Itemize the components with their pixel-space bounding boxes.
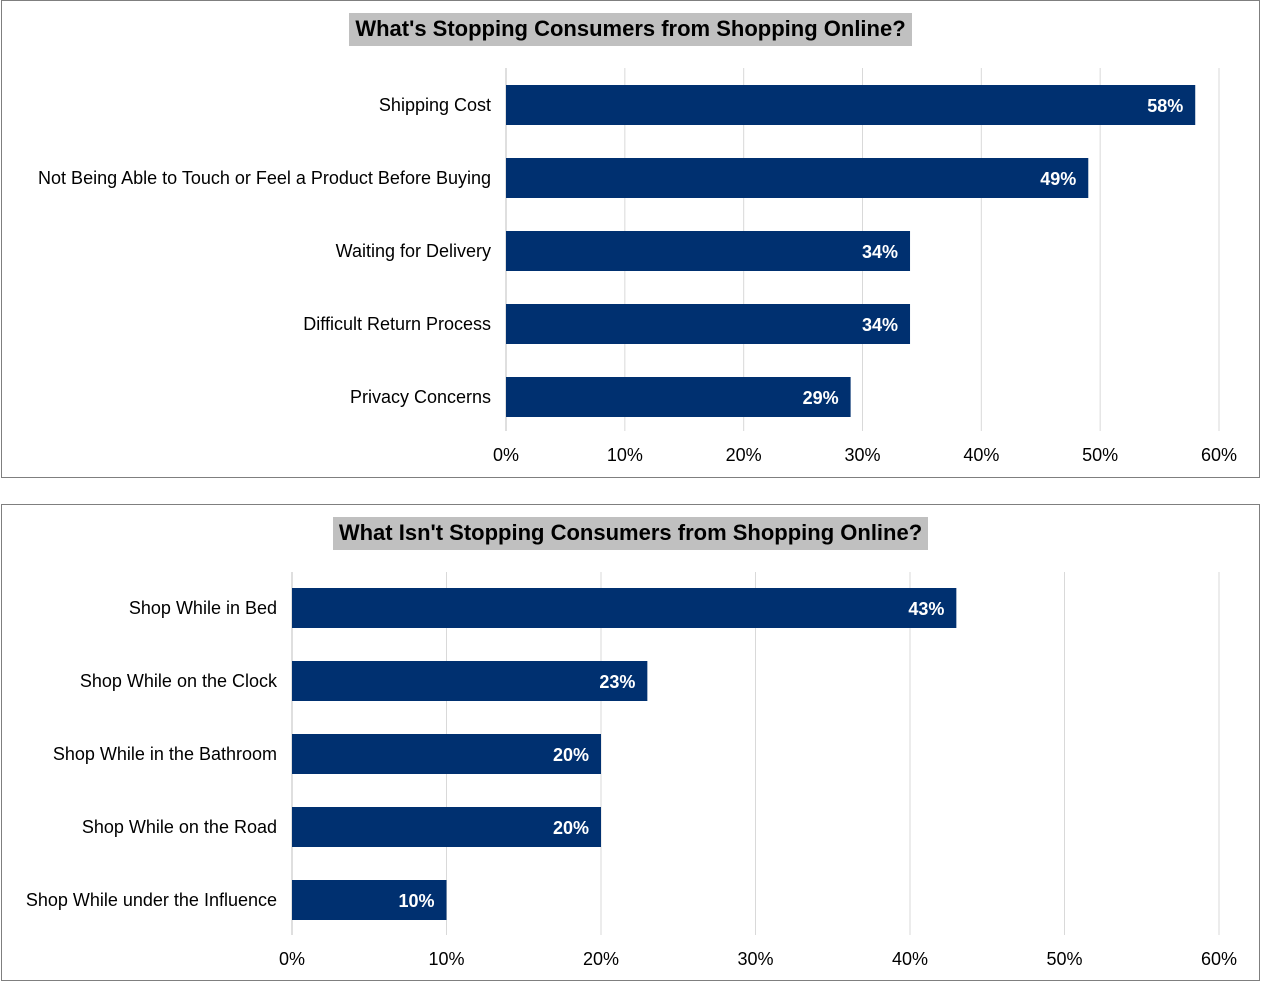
data-label: 49% [1040, 169, 1076, 189]
x-tick-label: 50% [1046, 949, 1082, 969]
bar [506, 377, 851, 417]
x-tick-label: 40% [963, 445, 999, 465]
x-tick-label: 60% [1201, 445, 1237, 465]
bar-chart-stopping: 0% 10% 20% 30% 40% 50% 60% Shipping Cost 58% Not … [38, 68, 1237, 465]
bar-chart-not-stopping: 0% 10% 20% 30% 40% 50% 60% Shop While in Bed 43%… [26, 572, 1237, 969]
category-label: Privacy Concerns [350, 387, 491, 407]
category-label: Waiting for Delivery [336, 241, 491, 261]
chart-panel-stopping: What's Stopping Consumers from Shopping … [1, 0, 1260, 478]
data-label: 23% [599, 672, 635, 692]
x-tick-label: 20% [726, 445, 762, 465]
bar [292, 880, 447, 920]
data-label: 10% [398, 891, 434, 911]
x-tick-label: 10% [607, 445, 643, 465]
data-label: 43% [908, 599, 944, 619]
chart-title: What Isn't Stopping Consumers from Shopp… [2, 517, 1259, 550]
data-label: 34% [862, 242, 898, 262]
bar [506, 85, 1196, 125]
category-label: Not Being Able to Touch or Feel a Produc… [38, 168, 491, 188]
data-label: 34% [862, 315, 898, 335]
bar [292, 588, 957, 628]
x-tick-label: 50% [1082, 445, 1118, 465]
data-label: 20% [553, 745, 589, 765]
category-label: Shop While on the Road [82, 817, 277, 837]
chart-title-text: What's Stopping Consumers from Shopping … [349, 13, 912, 46]
category-label: Shop While on the Clock [80, 671, 278, 691]
chart-title-text: What Isn't Stopping Consumers from Shopp… [332, 517, 929, 550]
bar [292, 661, 648, 701]
x-tick-label: 20% [583, 949, 619, 969]
bar [506, 231, 911, 271]
x-tick-label: 30% [844, 445, 880, 465]
data-label: 29% [803, 388, 839, 408]
category-label: Shop While in Bed [129, 598, 277, 618]
bar [506, 304, 911, 344]
category-label: Difficult Return Process [303, 314, 491, 334]
x-tick-label: 0% [279, 949, 305, 969]
x-tick-label: 10% [428, 949, 464, 969]
x-tick-label: 30% [737, 949, 773, 969]
bar [292, 734, 601, 774]
x-tick-label: 60% [1201, 949, 1237, 969]
chart-panel-not-stopping: What Isn't Stopping Consumers from Shopp… [1, 504, 1260, 981]
category-label: Shop While under the Influence [26, 890, 277, 910]
bar [506, 158, 1089, 198]
data-label: 58% [1147, 96, 1183, 116]
category-label: Shop While in the Bathroom [53, 744, 277, 764]
chart-title: What's Stopping Consumers from Shopping … [2, 13, 1259, 46]
x-tick-label: 0% [493, 445, 519, 465]
category-label: Shipping Cost [379, 95, 491, 115]
bar [292, 807, 601, 847]
data-label: 20% [553, 818, 589, 838]
x-tick-label: 40% [892, 949, 928, 969]
